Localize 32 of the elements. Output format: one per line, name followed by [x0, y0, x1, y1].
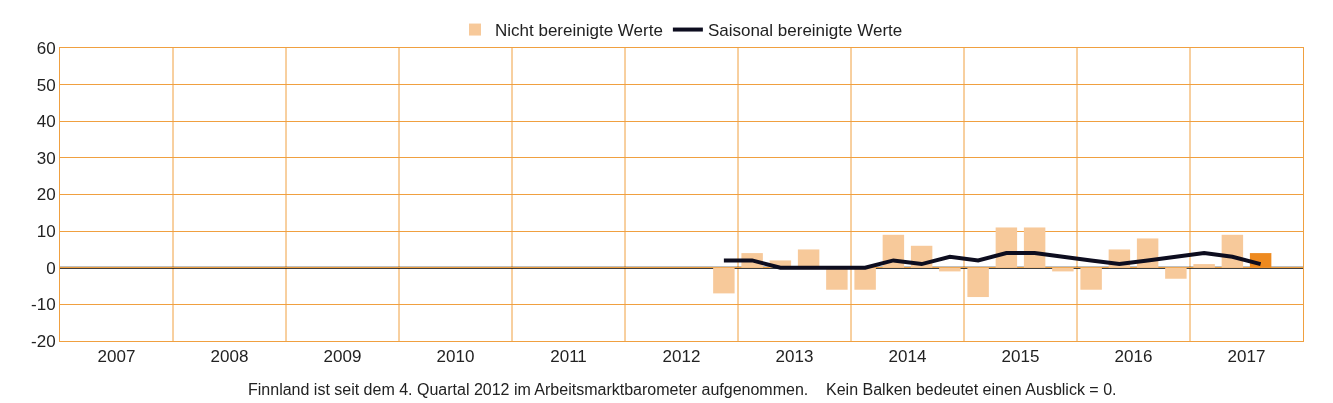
y-tick-label: 20	[36, 185, 56, 205]
bar	[854, 267, 876, 290]
bar	[995, 227, 1018, 268]
x-tick-label: 2015	[1001, 347, 1040, 367]
x-tick-label: 2010	[436, 347, 475, 367]
bar	[967, 267, 989, 298]
line-series	[721, 251, 1263, 270]
x-tick-label: 2008	[210, 347, 249, 367]
x-tick-label: 2012	[662, 347, 701, 367]
x-tick-label: 2014	[888, 347, 927, 367]
y-tick-label: -10	[31, 295, 56, 315]
legend-label: Nicht bereinigte Werte	[495, 21, 663, 41]
legend-label: Saisonal bereinigte Werte	[707, 21, 903, 41]
bar	[1165, 267, 1187, 279]
bar	[826, 267, 848, 290]
y-tick-label: 10	[36, 222, 56, 242]
x-tick-label: 2016	[1114, 347, 1153, 367]
y-tick-label: 60	[36, 38, 56, 58]
x-tick-label: 2007	[97, 347, 136, 367]
x-tick-label: 2013	[775, 347, 814, 367]
y-tick-label: 30	[36, 148, 56, 168]
y-tick-label: 40	[36, 112, 56, 132]
y-tick-label: 50	[36, 75, 56, 95]
y-tick-label: -20	[31, 331, 56, 351]
bar	[1193, 264, 1215, 268]
y-tick-label: 0	[46, 258, 56, 278]
x-tick-label: 2009	[323, 347, 362, 367]
x-tick-label: 2017	[1227, 347, 1266, 367]
bar	[1080, 267, 1102, 290]
bar	[713, 267, 735, 294]
x-tick-label: 2011	[550, 347, 587, 367]
text: Finnland ist seit dem 4. Quartal 2012 im Arbeitsmarktbarometer aufgenommen. Kein Balken bedeutet einen Ausblick = 0.	[248, 381, 1117, 398]
